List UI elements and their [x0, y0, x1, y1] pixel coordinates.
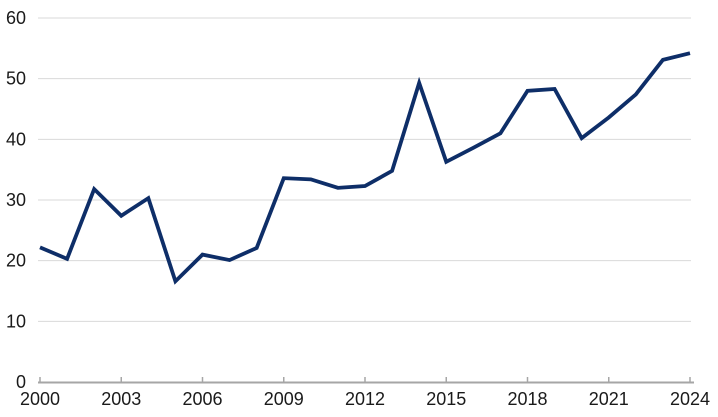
data-line: [39, 51, 691, 285]
y-axis-label: 50: [6, 69, 26, 89]
y-axis-label: 40: [6, 129, 26, 149]
y-axis-label: 10: [6, 311, 26, 331]
x-axis-label: 2015: [426, 389, 466, 409]
y-axis-label: 60: [6, 8, 26, 28]
x-axis-label: 2009: [264, 389, 304, 409]
x-axis-label: 2018: [507, 389, 547, 409]
y-axis-label: 0: [16, 372, 26, 392]
y-axis-label: 20: [6, 251, 26, 271]
y-axis-label: 30: [6, 190, 26, 210]
x-axis-label: 2000: [20, 389, 60, 409]
x-axis-label: 2021: [589, 389, 629, 409]
x-axis-label: 2012: [345, 389, 385, 409]
x-axis-label: 2024: [670, 389, 710, 409]
x-axis-label: 2003: [101, 389, 141, 409]
x-axis-label: 2006: [182, 389, 222, 409]
